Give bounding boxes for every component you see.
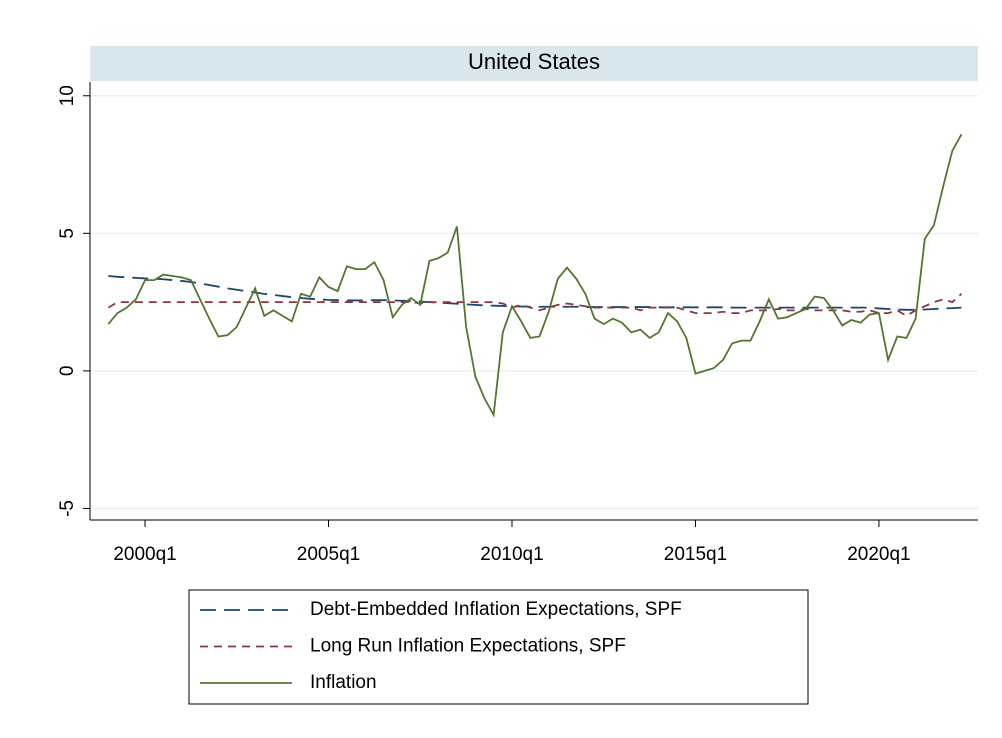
title-strip: [90, 46, 978, 81]
legend-label: Debt-Embedded Inflation Expectations, SP…: [310, 599, 682, 620]
legend-label: Inflation: [310, 672, 377, 693]
y-tick-label: 0: [57, 366, 78, 377]
y-tick-label: 10: [57, 85, 78, 106]
legend-label: Long Run Inflation Expectations, SPF: [310, 636, 626, 657]
series-line: [107, 133, 963, 418]
series-line: [108, 275, 962, 311]
y-tick-label: 5: [57, 228, 78, 239]
x-tick-label: 2015q1: [664, 544, 727, 565]
legend: [188, 589, 809, 705]
x-tick-label: 2000q1: [113, 544, 176, 565]
series-line: [107, 293, 963, 317]
chart-title: United States: [468, 49, 600, 74]
x-tick-label: 2005q1: [297, 544, 360, 565]
x-tick-label: 2020q1: [847, 544, 910, 565]
y-tick-label: -5: [57, 500, 78, 517]
x-tick-label: 2010q1: [480, 544, 543, 565]
